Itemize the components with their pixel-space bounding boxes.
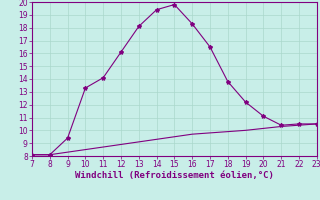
X-axis label: Windchill (Refroidissement éolien,°C): Windchill (Refroidissement éolien,°C): [75, 171, 274, 180]
